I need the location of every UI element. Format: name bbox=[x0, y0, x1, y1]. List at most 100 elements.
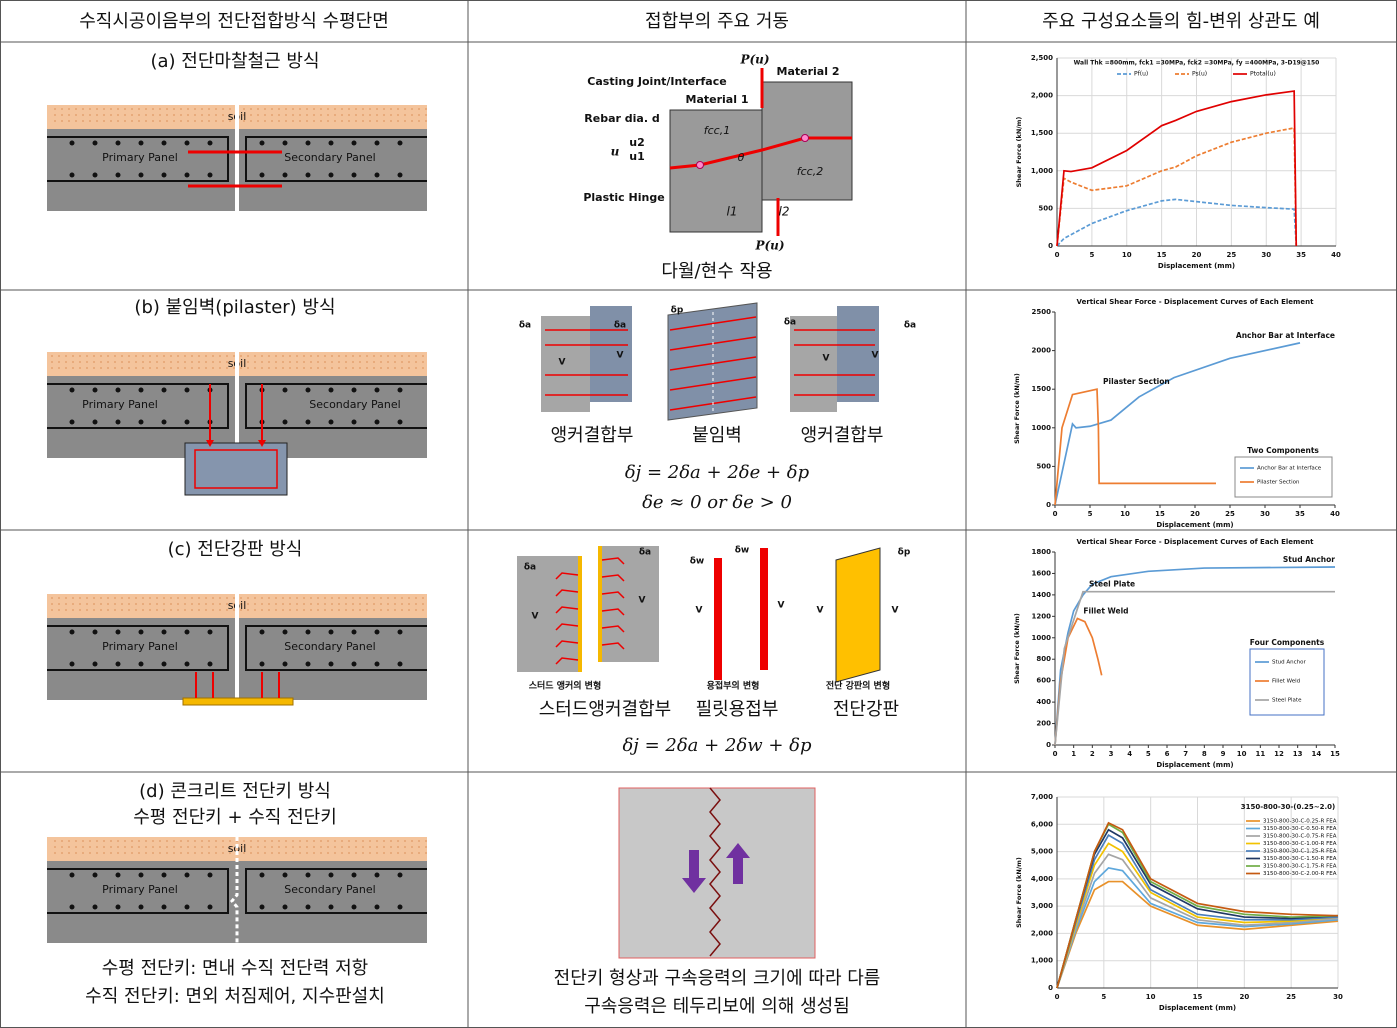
y-tick-label: 5,000 bbox=[1031, 848, 1053, 856]
soil-texture bbox=[369, 114, 371, 116]
soil-texture bbox=[296, 597, 298, 599]
soil-texture bbox=[96, 852, 98, 854]
soil-texture bbox=[198, 355, 200, 357]
soil-texture bbox=[317, 597, 319, 599]
soil-texture bbox=[163, 355, 165, 357]
soil-texture bbox=[292, 846, 294, 848]
rebar bbox=[185, 630, 190, 635]
panel-label: Primary Panel bbox=[102, 151, 178, 164]
soil-texture bbox=[292, 108, 294, 110]
soil-texture bbox=[65, 597, 67, 599]
rebar bbox=[139, 141, 144, 146]
soil-texture bbox=[310, 609, 312, 611]
soil-texture bbox=[72, 609, 74, 611]
soil-texture bbox=[107, 609, 109, 611]
soil-texture bbox=[271, 852, 273, 854]
soil-texture bbox=[51, 603, 53, 605]
rebar bbox=[208, 662, 213, 667]
legend-label: Ps(u) bbox=[1192, 71, 1207, 78]
soil-texture bbox=[212, 603, 214, 605]
soil-texture bbox=[68, 846, 70, 848]
header-cell: 접합부의 주요 거동 bbox=[645, 11, 789, 32]
rebar bbox=[139, 630, 144, 635]
soil-texture bbox=[313, 840, 315, 842]
soil-texture bbox=[72, 367, 74, 369]
legend-title: Two Components bbox=[1247, 446, 1319, 455]
soil-texture bbox=[208, 108, 210, 110]
soil-texture bbox=[117, 114, 119, 116]
soil-texture bbox=[166, 840, 168, 842]
soil-texture bbox=[275, 367, 277, 369]
legend-label: 3150-800-30-C-0.75-R FEA bbox=[1263, 834, 1337, 840]
soil-texture bbox=[138, 840, 140, 842]
x-tick-label: 6 bbox=[1165, 750, 1170, 758]
soil-texture bbox=[320, 846, 322, 848]
small-label: δw bbox=[690, 557, 705, 567]
rebar bbox=[352, 173, 357, 178]
soil-texture bbox=[72, 355, 74, 357]
soil-texture bbox=[103, 114, 105, 116]
soil-texture bbox=[373, 609, 375, 611]
soil-texture bbox=[331, 603, 333, 605]
rebar bbox=[139, 662, 144, 667]
soil-texture bbox=[215, 846, 217, 848]
y-tick-label: 1,500 bbox=[1031, 129, 1053, 137]
soil-texture bbox=[254, 609, 256, 611]
soil-texture bbox=[156, 355, 158, 357]
soil-texture bbox=[121, 603, 123, 605]
soil-texture bbox=[198, 367, 200, 369]
rebar bbox=[185, 873, 190, 878]
soil-texture bbox=[138, 852, 140, 854]
soil-texture bbox=[149, 355, 151, 357]
soil-texture bbox=[54, 114, 56, 116]
soil-texture bbox=[96, 840, 98, 842]
soil-texture bbox=[65, 367, 67, 369]
x-tick-label: 13 bbox=[1293, 750, 1303, 758]
rebar bbox=[162, 662, 167, 667]
rebar bbox=[329, 905, 334, 910]
formula: δj = 2δa + 2δe + δp bbox=[625, 462, 810, 483]
soil-texture bbox=[89, 840, 91, 842]
chart-title: Vertical Shear Force - Displacement Curv… bbox=[1077, 298, 1315, 306]
soil-texture bbox=[170, 609, 172, 611]
soil-texture bbox=[117, 846, 119, 848]
soil-texture bbox=[68, 840, 70, 842]
soil-texture bbox=[348, 108, 350, 110]
soil-texture bbox=[422, 597, 424, 599]
rebar bbox=[162, 420, 167, 425]
soil-texture bbox=[383, 840, 385, 842]
rebar-label: Rebar dia. d bbox=[584, 112, 659, 125]
soil-texture bbox=[345, 361, 347, 363]
soil-texture bbox=[303, 361, 305, 363]
soil-texture bbox=[310, 603, 312, 605]
soil-texture bbox=[373, 361, 375, 363]
soil-texture bbox=[289, 603, 291, 605]
series-line bbox=[1055, 389, 1216, 505]
soil-texture bbox=[93, 609, 95, 611]
x-tick-label: 8 bbox=[1202, 750, 1207, 758]
x-tick-label: 40 bbox=[1330, 510, 1340, 518]
soil-texture bbox=[341, 114, 343, 116]
small-label: δa bbox=[519, 321, 531, 331]
soil-texture bbox=[415, 355, 417, 357]
soil-texture bbox=[100, 609, 102, 611]
soil-texture bbox=[86, 361, 88, 363]
soil-texture bbox=[198, 609, 200, 611]
soil-texture bbox=[390, 840, 392, 842]
y-tick-label: 2500 bbox=[1032, 308, 1052, 316]
y-tick-label: 1200 bbox=[1032, 612, 1052, 620]
soil-texture bbox=[285, 846, 287, 848]
soil-texture bbox=[327, 840, 329, 842]
soil-texture bbox=[131, 108, 133, 110]
soil-texture bbox=[306, 108, 308, 110]
soil-texture bbox=[387, 355, 389, 357]
series-label: Pilaster Section bbox=[1103, 377, 1170, 386]
x-tick-label: 15 bbox=[1193, 993, 1203, 1001]
soil-texture bbox=[282, 609, 284, 611]
soil-texture bbox=[387, 603, 389, 605]
x-tick-label: 5 bbox=[1146, 750, 1151, 758]
rebar bbox=[375, 630, 380, 635]
x-tick-label: 11 bbox=[1255, 750, 1265, 758]
x-tick-label: 0 bbox=[1053, 510, 1058, 518]
soil-texture bbox=[422, 603, 424, 605]
